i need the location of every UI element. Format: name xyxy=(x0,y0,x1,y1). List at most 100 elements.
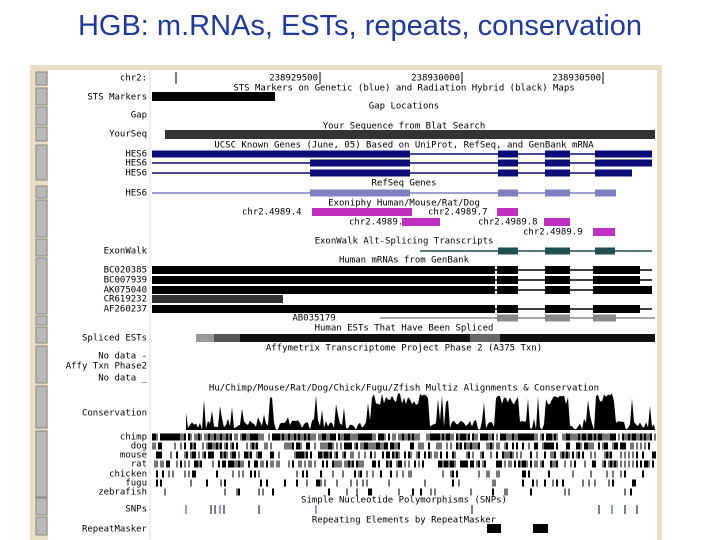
alignment-block xyxy=(298,433,300,441)
track-label: fugu xyxy=(125,479,147,489)
alignment-block xyxy=(206,433,208,441)
known-gene-exon xyxy=(310,150,410,158)
alignment-block xyxy=(466,460,468,468)
alignment-block xyxy=(524,460,526,468)
track-label: zebrafish xyxy=(98,488,147,498)
alignment-block xyxy=(200,460,202,468)
track-button[interactable] xyxy=(35,87,48,106)
alignment-block xyxy=(510,460,512,468)
track-button[interactable] xyxy=(35,516,48,536)
track-title: ExonWalk Alt-Splicing Transcripts xyxy=(315,237,494,247)
alignment-block xyxy=(210,451,212,459)
alignment-block xyxy=(318,433,320,441)
alignment-block xyxy=(262,488,264,496)
track-button[interactable] xyxy=(35,71,48,86)
alignment-block xyxy=(594,451,596,459)
alignment-block xyxy=(530,488,532,496)
alignment-block xyxy=(502,451,504,459)
alignment-block xyxy=(580,442,582,450)
alignment-block xyxy=(160,451,162,459)
alignment-block xyxy=(460,433,462,441)
alignment-block xyxy=(236,488,238,496)
alignment-block xyxy=(410,442,412,450)
track-button[interactable] xyxy=(35,497,48,516)
alignment-block xyxy=(238,451,240,459)
alignment-block xyxy=(370,433,372,441)
alignment-block xyxy=(364,433,366,441)
track-button[interactable] xyxy=(35,238,48,257)
alignment-block xyxy=(396,451,398,459)
alignment-block xyxy=(250,451,252,459)
alignment-block xyxy=(166,433,168,441)
est xyxy=(470,334,500,342)
alignment-block xyxy=(440,451,442,459)
alignment-block xyxy=(190,442,192,450)
alignment-block xyxy=(492,488,494,496)
track-title: Simple Nucleotide Polymorphisms (SNPs) xyxy=(301,496,507,506)
alignment-block xyxy=(170,433,172,441)
alignment-block xyxy=(276,460,278,468)
alignment-block xyxy=(612,479,614,487)
alignment-block xyxy=(530,433,532,441)
track-button[interactable] xyxy=(35,315,48,326)
alignment-block xyxy=(228,433,230,441)
track-button[interactable] xyxy=(35,345,48,384)
alignment-block xyxy=(608,451,610,459)
alignment-block xyxy=(430,451,432,459)
alignment-block xyxy=(414,433,416,441)
track-button[interactable] xyxy=(35,430,48,498)
alignment-block xyxy=(646,433,648,441)
alignment-block xyxy=(440,442,442,450)
alignment-block xyxy=(398,488,400,496)
alignment-block xyxy=(348,442,350,450)
alignment-block xyxy=(306,470,308,478)
alignment-block xyxy=(162,433,164,441)
alignment-block xyxy=(422,442,424,450)
track-button[interactable] xyxy=(35,144,48,181)
alignment-block xyxy=(320,433,322,441)
alignment-block xyxy=(388,433,390,441)
track-button[interactable] xyxy=(35,257,48,315)
alignment-block xyxy=(412,488,414,496)
alignment-block xyxy=(436,433,438,441)
mrna-exon xyxy=(593,266,640,274)
alignment-block xyxy=(396,442,398,450)
alignment-block xyxy=(556,433,558,441)
alignment-block xyxy=(594,460,596,468)
track-button[interactable] xyxy=(35,106,48,126)
mrna-exon xyxy=(593,286,652,294)
alignment-block xyxy=(184,470,186,478)
alignment-block xyxy=(470,460,472,468)
alignment-block xyxy=(386,442,388,450)
mrna-exon xyxy=(545,266,570,274)
alignment-block xyxy=(246,451,248,459)
track-button[interactable] xyxy=(35,126,48,142)
track-button[interactable] xyxy=(35,326,48,344)
alignment-block xyxy=(650,433,652,441)
alignment-block xyxy=(622,442,624,450)
alignment-block xyxy=(162,460,164,468)
alignment-block xyxy=(632,460,634,468)
track-button[interactable] xyxy=(35,199,48,238)
alignment-block xyxy=(372,460,374,468)
alignment-block xyxy=(632,433,634,441)
alignment-block xyxy=(478,460,480,468)
alignment-block xyxy=(574,433,576,441)
alignment-block xyxy=(624,460,626,468)
est xyxy=(196,334,655,342)
alignment-block xyxy=(554,460,556,468)
alignment-block xyxy=(342,470,344,478)
known-gene-exon xyxy=(498,150,518,158)
alignment-block xyxy=(154,442,156,450)
track-button[interactable] xyxy=(35,385,48,429)
alignment-block xyxy=(394,433,396,441)
alignment-block xyxy=(488,433,490,441)
alignment-block xyxy=(536,433,538,441)
alignment-block xyxy=(272,488,274,496)
alignment-block xyxy=(336,442,338,450)
alignment-block xyxy=(424,451,426,459)
track-label: rat xyxy=(131,460,147,470)
alignment-block xyxy=(288,460,290,468)
track-button[interactable] xyxy=(35,185,48,199)
alignment-block xyxy=(408,460,410,468)
